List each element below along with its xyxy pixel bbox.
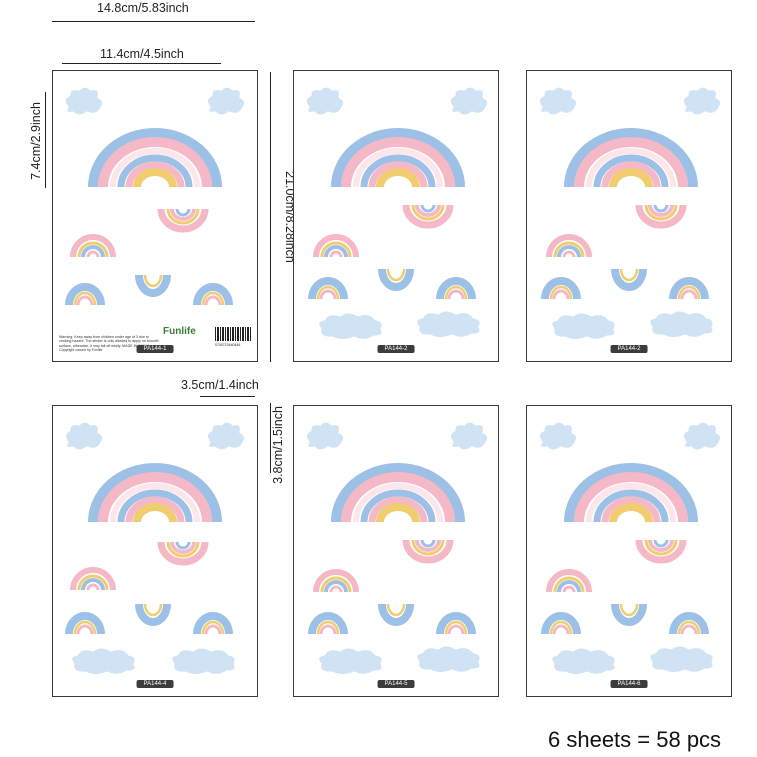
brand-logo: Funlife [163,326,196,337]
small-width-label: 3.5cm/1.4inch [181,378,259,392]
warning-fine-print: Warning: Keep away from children under a… [59,334,159,353]
large-rainbow-sticker [85,127,225,187]
blue-rainbow-sticker [436,612,476,634]
small-width-line [200,396,255,397]
small-height-line [270,403,271,473]
blue-rainbow-sticker [541,612,581,634]
cloud-sticker [62,419,106,453]
cloud-sticker [316,310,385,342]
blue-u-sticker [135,275,171,297]
blue-rainbow-sticker [436,277,476,299]
cloud-sticker [680,84,724,118]
cloud-sticker [549,645,618,677]
cloud-sticker [414,308,483,340]
total-width-label: 14.8cm/5.83inch [97,1,189,15]
sheet-label: PA144-4 [136,680,174,688]
cloud-sticker [316,645,385,677]
pink-rainbow-sticker [545,568,593,592]
cloud-sticker [69,645,138,677]
blue-rainbow-sticker [65,612,105,634]
u-rainbow-sticker [157,542,209,566]
cloud-sticker [303,84,347,118]
cloud-sticker [447,419,491,453]
cloud-sticker [536,84,580,118]
cloud-sticker [647,643,716,675]
blue-u-sticker [611,269,647,291]
cloud-sticker [62,84,106,118]
sheet-height-line [270,72,271,362]
blue-rainbow-sticker [308,612,348,634]
pink-rainbow-sticker [69,233,117,257]
blue-u-sticker [378,269,414,291]
cloud-sticker [414,643,483,675]
blue-rainbow-sticker [65,283,105,305]
cloud-sticker [536,419,580,453]
sticker-width-line [62,63,221,64]
sticker-height-label: 7.4cm/2.9inch [29,102,43,180]
large-rainbow-sticker [561,462,701,522]
cloud-sticker [447,84,491,118]
blue-u-sticker [611,604,647,626]
large-rainbow-sticker [85,462,225,522]
sticker-sheet-6: PA144-6 [526,405,732,697]
sticker-width-label: 11.4cm/4.5inch [100,47,184,61]
blue-rainbow-sticker [193,612,233,634]
u-rainbow-sticker [635,205,687,229]
u-rainbow-sticker [402,540,454,564]
sticker-sheet-1: Warning: Keep away from children under a… [52,70,258,362]
blue-u-sticker [378,604,414,626]
u-rainbow-sticker [635,540,687,564]
cloud-sticker [169,645,238,677]
sheet-label: PA144-2 [610,345,648,353]
sticker-sheet-4: PA144-4 [52,405,258,697]
blue-rainbow-sticker [669,277,709,299]
pink-rainbow-sticker [69,566,117,590]
u-rainbow-sticker [157,209,209,233]
sheet-label: PA144-1 [136,345,174,353]
cloud-sticker [303,419,347,453]
sticker-sheet-2: PA144-2 [293,70,499,362]
blue-rainbow-sticker [541,277,581,299]
cloud-sticker [549,310,618,342]
cloud-sticker [680,419,724,453]
cloud-sticker [204,84,248,118]
sheet-label: PA144-5 [377,680,415,688]
cloud-sticker [647,308,716,340]
barcode-number: 0700713440446 [215,343,241,347]
blue-rainbow-sticker [308,277,348,299]
large-rainbow-sticker [328,127,468,187]
small-height-label: 3.8cm/1.5inch [271,406,285,484]
cloud-sticker [204,419,248,453]
pink-rainbow-sticker [545,233,593,257]
blue-u-sticker [135,604,171,626]
sheet-count-caption: 6 sheets = 58 pcs [548,727,722,752]
total-width-line [52,21,255,22]
u-rainbow-sticker [402,205,454,229]
sheet-label: PA144-6 [610,680,648,688]
sticker-height-line [45,92,46,188]
blue-rainbow-sticker [193,283,233,305]
large-rainbow-sticker [328,462,468,522]
pink-rainbow-sticker [312,233,360,257]
sticker-sheet-5: PA144-5 [293,405,499,697]
pink-rainbow-sticker [312,568,360,592]
blue-rainbow-sticker [669,612,709,634]
barcode [215,327,251,341]
large-rainbow-sticker [561,127,701,187]
sheet-label: PA144-2 [377,345,415,353]
sticker-sheet-3: PA144-2 [526,70,732,362]
